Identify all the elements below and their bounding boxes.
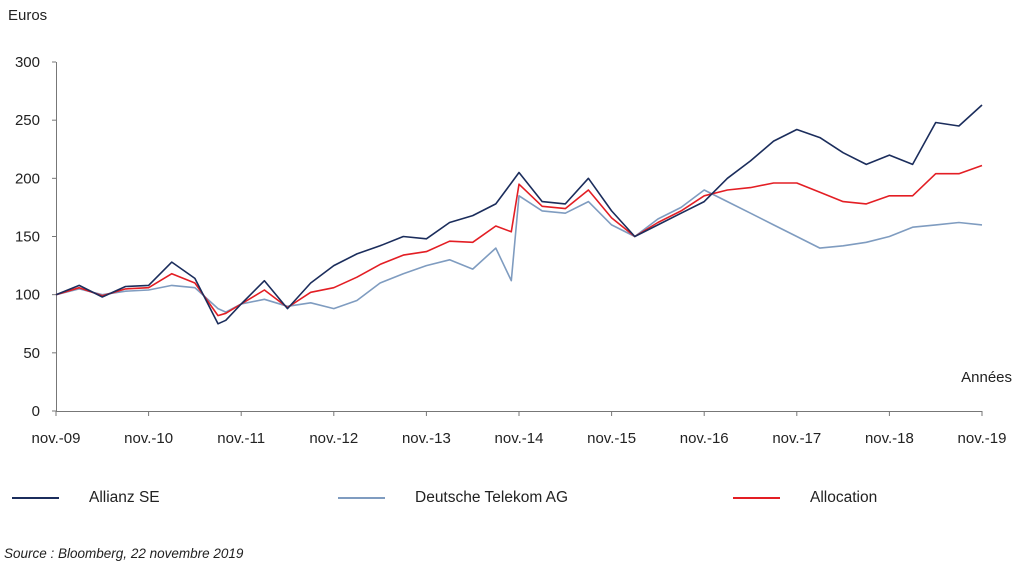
legend-swatch-allianz [12,497,59,499]
series-lines [55,104,983,325]
x-tick-label: nov.-19 [958,430,1007,447]
x-axis-title: Années [961,369,1012,386]
x-tick-label: nov.-10 [124,430,173,447]
y-ticks: 0 50 100 150 200 250 300 [15,54,56,420]
y-axis-title: Euros [8,7,47,24]
legend-swatch-deutsche-telekom [338,497,385,499]
legend-swatch-allocation [733,497,780,499]
series-line-allianz-se [55,104,983,325]
x-tick-label: nov.-18 [865,430,914,447]
x-ticks: nov.-09 nov.-10 nov.-11 nov.-12 nov.-13 nov.-… [32,411,1007,447]
x-tick-label: nov.-12 [309,430,358,447]
x-tick-label: nov.-15 [587,430,636,447]
x-tick-label: nov.-11 [217,430,265,447]
source-note: Source : Bloomberg, 22 novembre 2019 [4,546,244,561]
y-tick-label: 250 [15,112,40,129]
x-tick-label: nov.-14 [495,430,544,447]
legend-item-allocation: Allocation [733,486,877,510]
y-tick-label: 200 [15,170,40,187]
legend-item-allianz: Allianz SE [12,486,160,510]
legend-label-deutsche-telekom: Deutsche Telekom AG [415,489,569,506]
y-tick-label: 150 [15,229,40,246]
legend-label-allocation: Allocation [810,489,878,506]
series-line-allocation [55,164,983,317]
y-tick-label: 300 [15,54,40,71]
y-tick-label: 0 [32,403,40,420]
y-tick-label: 100 [15,287,40,304]
series-line-deutsche-telekom-ag [55,189,983,313]
y-tick-label: 50 [23,345,40,362]
x-tick-label: nov.-16 [680,430,729,447]
x-tick-label: nov.-17 [772,430,821,447]
legend-item-deutsche-telekom: Deutsche Telekom AG [338,486,568,510]
x-tick-label: nov.-13 [402,430,451,447]
x-tick-label: nov.-09 [32,430,81,447]
legend-label-allianz: Allianz SE [89,489,160,506]
